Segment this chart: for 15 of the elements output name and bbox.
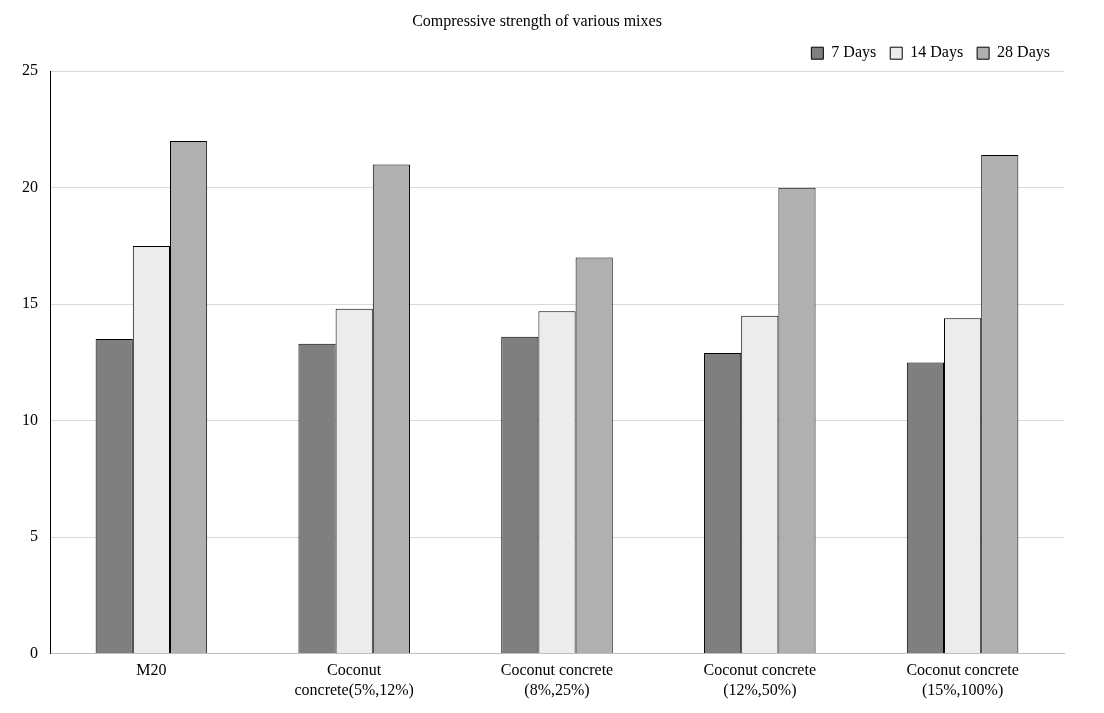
chart-title: Compressive strength of various mixes — [412, 11, 662, 30]
y-tick-label: 25 — [22, 61, 38, 79]
legend-label: 28 Days — [997, 43, 1051, 62]
x-tick-label: Coconut concrete (8%,25%) — [500, 661, 614, 699]
y-tick-label: 20 — [22, 177, 38, 195]
x-tick-label: Coconut concrete(5%,12%) — [294, 661, 414, 699]
y-tick-label: 5 — [30, 527, 38, 545]
y-tick-label: 15 — [22, 294, 38, 312]
y-tick-label: 0 — [30, 643, 38, 661]
legend-label: 7 Days — [831, 43, 877, 62]
x-tick-label: Coconut concrete (12%,50%) — [703, 661, 816, 699]
legend-label: 14 Days — [910, 43, 964, 62]
y-tick-label: 10 — [22, 410, 38, 428]
x-tick-label: M20 — [136, 661, 167, 679]
x-tick-label: Coconut concrete (15%,100%) — [906, 661, 1019, 699]
